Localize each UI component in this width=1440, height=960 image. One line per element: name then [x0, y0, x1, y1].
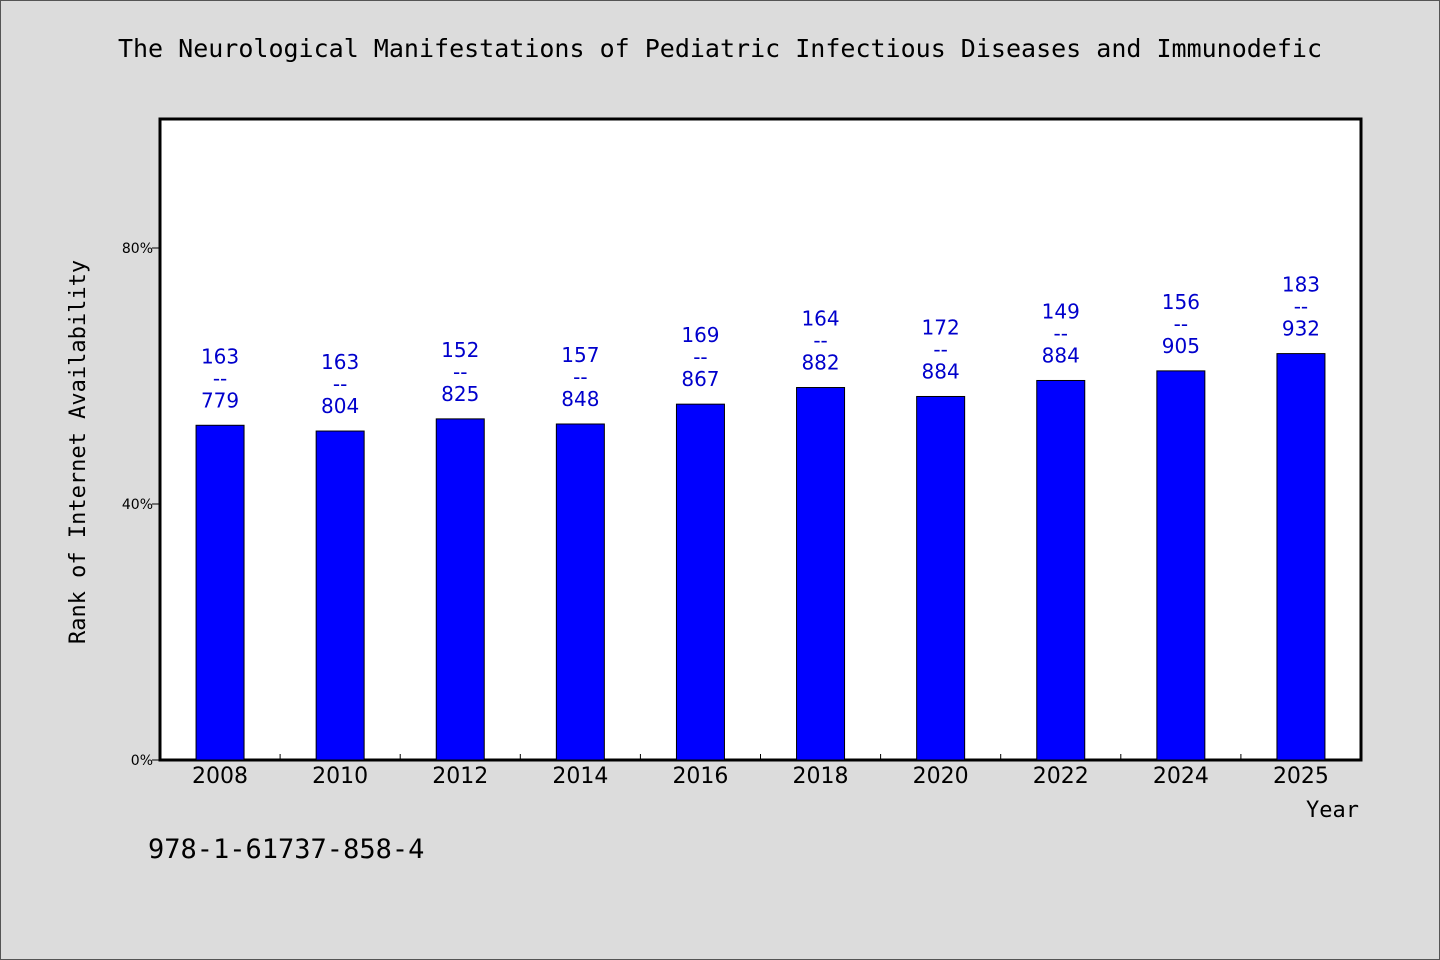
bar-value-label: 905: [1162, 334, 1200, 358]
bar-value-label: --: [453, 360, 467, 384]
bar: [435, 418, 485, 761]
bar: [675, 403, 725, 761]
bar-value-label: --: [573, 365, 587, 389]
bar-value-label: 149: [1042, 299, 1080, 323]
bar-value-label: 867: [681, 367, 719, 391]
bar-value-label: 884: [1042, 343, 1080, 367]
x-axis-label: Year: [1306, 798, 1359, 823]
y-axis-label: Rank of Internet Availability: [66, 260, 91, 644]
bar: [1276, 353, 1326, 761]
bar: [1036, 379, 1086, 761]
bar: [315, 430, 365, 761]
bar-value-label: 848: [561, 387, 599, 411]
bar-value-label: 804: [321, 394, 359, 418]
bars-group: [195, 353, 1326, 761]
y-tick-label: 0%: [131, 753, 153, 769]
bar-value-label: 932: [1282, 317, 1320, 341]
bar-value-label: 882: [801, 351, 839, 375]
bar-value-label: 156: [1162, 290, 1200, 314]
x-axis-ticks: 2008 2010 2012 2014 2016 2018 2020 2022 2024 2025: [192, 754, 1329, 789]
bar-value-label: --: [1054, 321, 1068, 345]
bar-value-label: --: [1174, 312, 1188, 336]
chart-title: The Neurological Manifestations of Pedia…: [117, 34, 1323, 63]
x-tick-label: 2018: [793, 764, 849, 789]
bar-value-label: --: [333, 372, 347, 396]
x-tick-label: 2024: [1153, 764, 1209, 789]
bar-value-label: --: [693, 345, 707, 369]
x-tick-label: 2025: [1273, 764, 1329, 789]
bar-value-label: 169: [681, 323, 719, 347]
value-labels-group: 163--779163--804152--825157--848169--867…: [201, 273, 1320, 418]
isbn-text: 978-1-61737-858-4: [148, 834, 425, 865]
bar-value-label: --: [933, 337, 947, 361]
bar: [796, 387, 846, 761]
x-tick-label: 2012: [432, 764, 488, 789]
bar-value-label: 884: [922, 359, 960, 383]
bar-value-label: --: [813, 329, 827, 353]
x-tick-label: 2016: [672, 764, 728, 789]
bar-value-label: 825: [441, 382, 479, 406]
bar-value-label: 157: [561, 343, 599, 367]
bar: [1156, 370, 1206, 761]
y-axis-ticks: 0% 40% 80%: [122, 241, 160, 769]
x-tick-label: 2008: [192, 764, 248, 789]
bar-value-label: 163: [201, 344, 239, 368]
y-tick-label: 40%: [122, 497, 153, 513]
x-tick-label: 2010: [312, 764, 368, 789]
x-tick-label: 2020: [913, 764, 969, 789]
bar-value-label: --: [1294, 295, 1308, 319]
bar-value-label: 779: [201, 388, 239, 412]
bar-value-label: 152: [441, 338, 479, 362]
x-tick-label: 2022: [1033, 764, 1089, 789]
bar-value-label: 183: [1282, 273, 1320, 297]
y-tick-label: 80%: [122, 241, 153, 257]
bar-value-label: 163: [321, 350, 359, 374]
bar: [916, 395, 966, 761]
bar-value-label: 164: [801, 307, 839, 331]
bar-value-label: 172: [922, 315, 960, 339]
bar: [555, 423, 605, 761]
bar: [195, 424, 245, 761]
x-tick-label: 2014: [552, 764, 608, 789]
bar-value-label: --: [213, 366, 227, 390]
